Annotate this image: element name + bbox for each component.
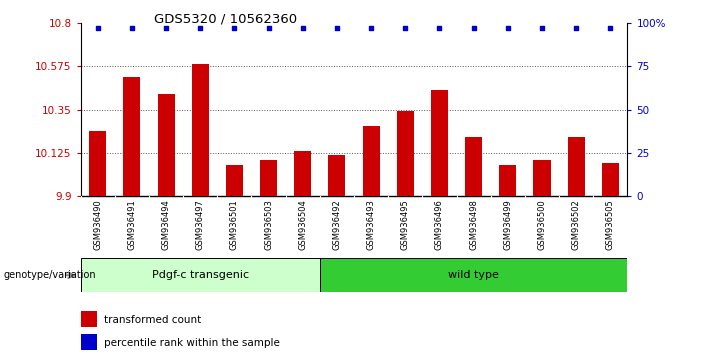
Text: GSM936505: GSM936505 <box>606 200 615 250</box>
Point <box>536 25 547 31</box>
Text: GDS5320 / 10562360: GDS5320 / 10562360 <box>154 12 297 25</box>
Bar <box>260 160 277 196</box>
Bar <box>320 258 627 292</box>
Text: genotype/variation: genotype/variation <box>4 270 96 280</box>
Point <box>468 25 479 31</box>
Bar <box>81 334 97 350</box>
Text: GSM936503: GSM936503 <box>264 200 273 250</box>
Text: GSM936494: GSM936494 <box>161 200 170 250</box>
Text: GSM936492: GSM936492 <box>332 200 341 250</box>
Text: GSM936504: GSM936504 <box>298 200 307 250</box>
Point <box>365 25 376 31</box>
Bar <box>431 90 448 196</box>
Bar <box>81 311 97 326</box>
Point <box>502 25 513 31</box>
Point <box>229 25 240 31</box>
Text: Pdgf-c transgenic: Pdgf-c transgenic <box>151 270 249 280</box>
Bar <box>226 165 243 196</box>
Point <box>332 25 343 31</box>
Bar <box>533 160 550 196</box>
Point <box>126 25 137 31</box>
Text: GSM936491: GSM936491 <box>128 200 137 250</box>
Bar <box>568 137 585 196</box>
Text: GSM936497: GSM936497 <box>196 200 205 250</box>
Bar <box>123 77 140 196</box>
Bar <box>328 155 346 196</box>
Point <box>571 25 582 31</box>
Bar <box>362 126 380 196</box>
Bar <box>499 165 517 196</box>
Point <box>297 25 308 31</box>
Text: GSM936490: GSM936490 <box>93 200 102 250</box>
Bar <box>89 131 107 196</box>
Text: GSM936498: GSM936498 <box>469 200 478 250</box>
Text: percentile rank within the sample: percentile rank within the sample <box>104 338 280 348</box>
Bar <box>191 64 209 196</box>
Bar <box>294 151 311 196</box>
Text: wild type: wild type <box>448 270 499 280</box>
Text: GSM936499: GSM936499 <box>503 200 512 250</box>
Point <box>605 25 616 31</box>
Text: GSM936495: GSM936495 <box>401 200 410 250</box>
Text: GSM936502: GSM936502 <box>571 200 580 250</box>
Text: transformed count: transformed count <box>104 315 201 325</box>
Bar <box>81 258 320 292</box>
Bar <box>158 94 175 196</box>
Bar <box>465 137 482 196</box>
Point <box>195 25 206 31</box>
Text: GSM936501: GSM936501 <box>230 200 239 250</box>
Point <box>263 25 274 31</box>
Point <box>92 25 103 31</box>
Text: GSM936500: GSM936500 <box>538 200 547 250</box>
Bar <box>601 163 619 196</box>
Text: GSM936493: GSM936493 <box>367 200 376 250</box>
Point <box>161 25 172 31</box>
Point <box>434 25 445 31</box>
Point <box>400 25 411 31</box>
Bar <box>397 111 414 196</box>
Text: GSM936496: GSM936496 <box>435 200 444 250</box>
